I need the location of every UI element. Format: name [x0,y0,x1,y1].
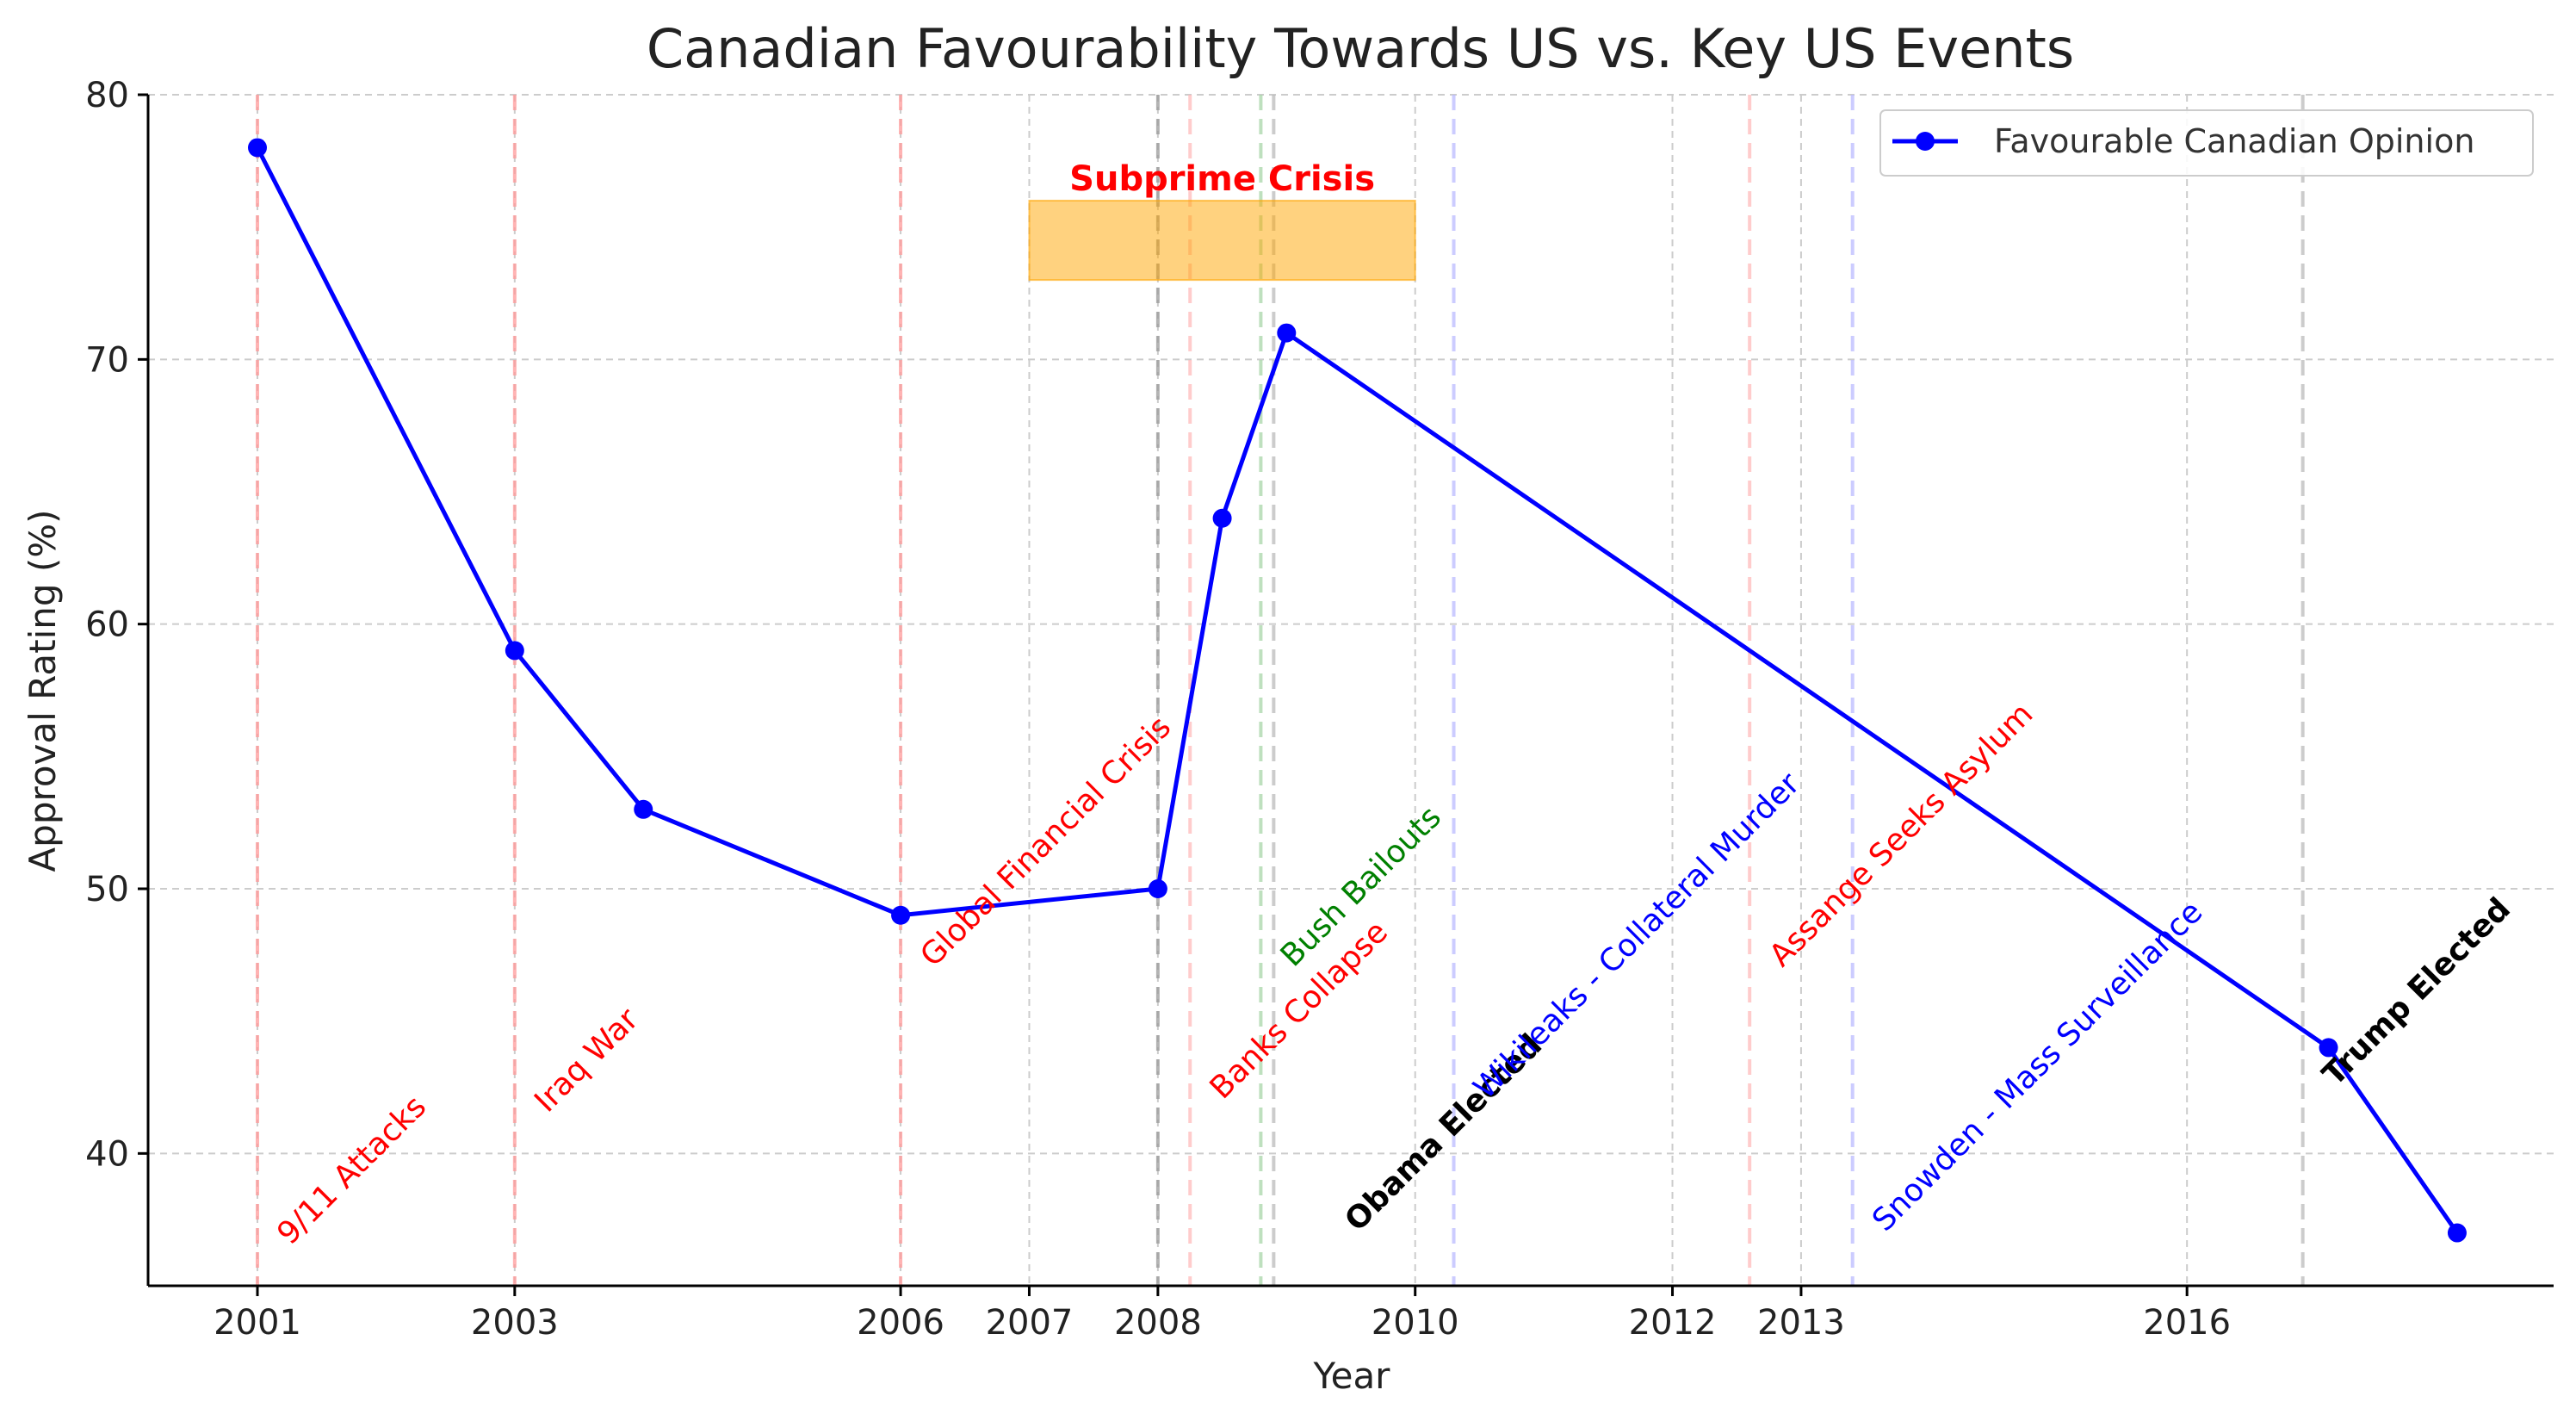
x-tick-label: 2010 [1372,1303,1459,1343]
data-point [248,138,267,158]
region: Subprime Crisis [1028,159,1416,282]
event-label: Iraq War [528,1002,646,1120]
y-tick-label: 60 [85,605,129,645]
y-tick-label: 40 [85,1134,129,1174]
legend-box [1879,109,2534,177]
event-label: Wikileaks - Collateral Murder [1467,766,1807,1107]
x-tick-label: 2013 [1757,1303,1845,1343]
series [248,138,2467,1243]
event-label: Trump Elected [2316,891,2517,1093]
event-label: Global Financial Crisis [913,710,1178,974]
data-point [891,905,911,925]
event-label: 9/11 Attacks [270,1089,433,1251]
x-tick-label: 2006 [857,1303,944,1343]
event-label: Snowden - Mass Surveillance [1866,895,2209,1238]
x-axis-title: Year [1313,1355,1391,1397]
data-point [2447,1223,2467,1243]
y-tick-label: 70 [85,340,129,380]
legend-marker-swatch [1916,132,1935,151]
x-tick-label: 2016 [2143,1303,2231,1343]
data-point [1148,879,1167,898]
y-axis-title: Approval Rating (%) [22,509,64,872]
x-tick-label: 2012 [1629,1303,1717,1343]
axes [146,95,2554,1288]
subprime-crisis-label: Subprime Crisis [1069,159,1375,199]
x-tick-label: 2001 [214,1303,301,1343]
data-point [1277,323,1297,343]
x-tick-label: 2008 [1114,1303,1202,1343]
subprime-crisis-region [1028,199,1416,282]
y-tick-label: 50 [85,870,129,909]
x-tick-label: 2003 [471,1303,559,1343]
data-point [1212,508,1232,528]
y-tick-label: 80 [85,76,129,115]
event-lines [256,95,2305,1286]
data-point [505,641,524,661]
x-tick-label: 2007 [986,1303,1074,1343]
ticks: 40 50 60 70 80 2001 2003 2006 2007 2008 2010 2012 20… [85,76,2231,1343]
chart-title: Canadian Favourability Towards US vs. Ke… [647,17,2074,80]
event-label: Assange Seeks Asylum [1763,697,2040,974]
data-point [2319,1038,2338,1058]
event-labels: 9/11 Attacks Iraq War Global Financial Cri… [270,697,2517,1252]
legend-label: Favourable Canadian Opinion [1994,122,2474,160]
data-point [634,799,653,819]
legend: Favourable Canadian Opinion [1879,109,2534,177]
